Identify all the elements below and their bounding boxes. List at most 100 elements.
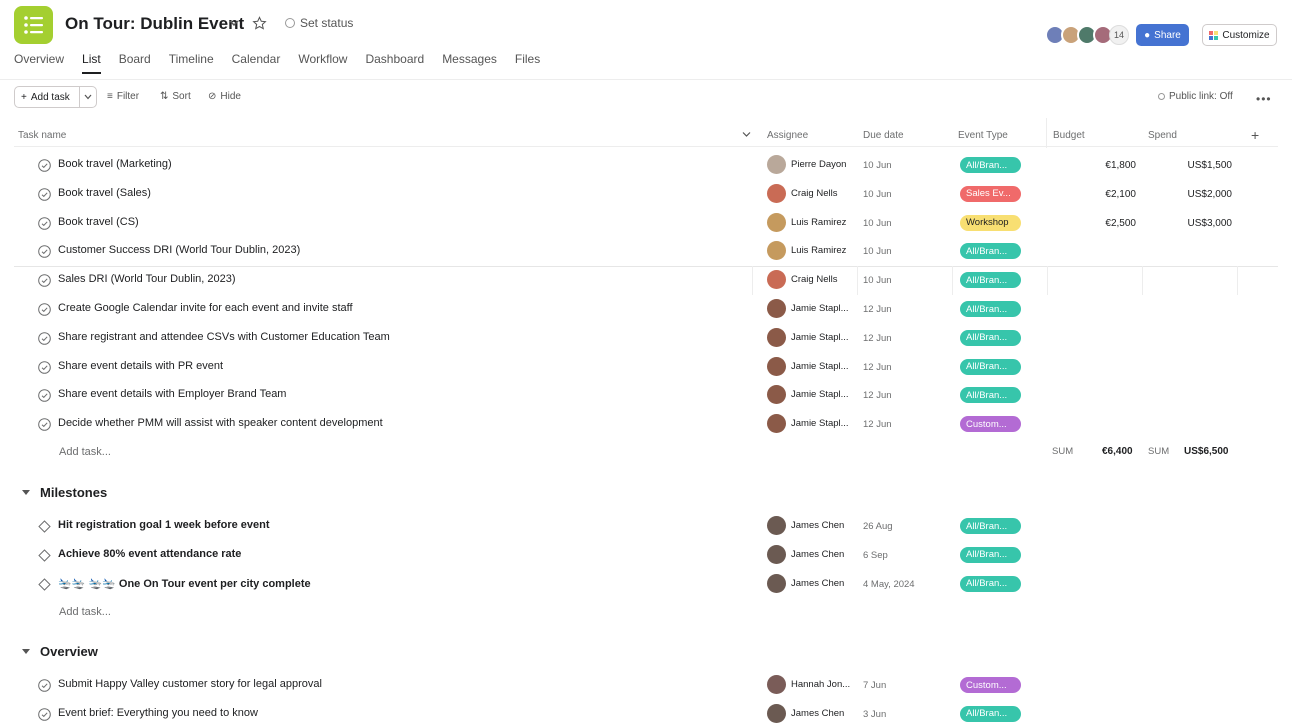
tab-list[interactable]: List	[82, 52, 101, 74]
tab-timeline[interactable]: Timeline	[168, 52, 214, 66]
tab-dashboard[interactable]: Dashboard	[365, 52, 425, 66]
task-name[interactable]: Achieve 80% event attendance rate	[58, 548, 241, 560]
task-row[interactable]: Sales DRI (World Tour Dublin, 2023) Craig…	[14, 266, 1278, 296]
complete-check-icon[interactable]	[38, 187, 51, 201]
tab-calendar[interactable]: Calendar	[231, 52, 281, 66]
task-name[interactable]: Share event details with PR event	[58, 360, 223, 372]
event-type-pill[interactable]: All/Bran...	[960, 329, 1021, 346]
task-row[interactable]: Submit Happy Valley customer story for l…	[14, 671, 1278, 700]
event-type-pill[interactable]: All/Bran...	[960, 546, 1021, 563]
filter-button[interactable]: ≡ Filter	[107, 91, 139, 102]
due-date[interactable]: 4 May, 2024	[863, 578, 915, 590]
milestone-row[interactable]: Achieve 80% event attendance rate James C…	[14, 541, 1278, 570]
due-date[interactable]: 10 Jun	[863, 275, 892, 287]
customize-button[interactable]: Customize	[1202, 24, 1277, 46]
section-overview[interactable]: Overview	[22, 644, 98, 659]
task-name[interactable]: Decide whether PMM will assist with spea…	[58, 417, 383, 429]
event-type-pill[interactable]: All/Bran...	[960, 575, 1021, 592]
task-row[interactable]: Share registrant and attendee CSVs with …	[14, 324, 1278, 353]
assignee-cell[interactable]: Jamie Stapl...	[767, 356, 849, 376]
assignee-cell[interactable]: Jamie Stapl...	[767, 299, 849, 318]
sort-button[interactable]: ⇅ Sort	[160, 91, 191, 102]
complete-check-icon[interactable]	[38, 331, 51, 345]
complete-check-icon[interactable]	[38, 303, 51, 316]
event-type-pill[interactable]: All/Bran...	[960, 157, 1021, 173]
event-type-pill[interactable]: All/Bran...	[960, 358, 1021, 375]
add-task-button[interactable]: + Add task	[14, 86, 97, 108]
complete-check-icon[interactable]	[38, 679, 51, 692]
budget-cell[interactable]: €2,500	[1105, 217, 1136, 229]
task-row[interactable]: Event brief: Everything you need to know…	[14, 700, 1278, 728]
tab-overview[interactable]: Overview	[14, 52, 65, 66]
project-title[interactable]: On Tour: Dublin Event	[65, 14, 245, 33]
task-name[interactable]: Share registrant and attendee CSVs with …	[58, 331, 390, 343]
task-row[interactable]: Customer Success DRI (World Tour Dublin,…	[14, 237, 1278, 266]
due-date[interactable]: 12 Jun	[863, 390, 892, 402]
assignee-cell[interactable]: Luis Ramirez	[767, 241, 846, 261]
task-name[interactable]: Hit registration goal 1 week before even…	[58, 519, 270, 531]
task-name[interactable]: Customer Success DRI (World Tour Dublin,…	[58, 244, 300, 256]
chevron-down-icon[interactable]	[742, 131, 751, 138]
event-type-pill[interactable]: All/Bran...	[960, 518, 1021, 534]
complete-check-icon[interactable]	[38, 216, 51, 230]
assignee-cell[interactable]: James Chen	[767, 516, 844, 535]
assignee-cell[interactable]: Luis Ramirez	[767, 212, 846, 232]
assignee-cell[interactable]: Jamie Stapl...	[767, 414, 849, 434]
task-row[interactable]: Book travel (Sales) Craig Nells 10 Jun Sale…	[14, 180, 1278, 209]
task-row[interactable]: Book travel (CS) Luis Ramirez 10 Jun Worksh…	[14, 209, 1278, 238]
star-icon[interactable]	[252, 16, 267, 31]
assignee-cell[interactable]: Jamie Stapl...	[767, 327, 849, 347]
due-date[interactable]: 6 Sep	[863, 549, 888, 561]
due-date[interactable]: 26 Aug	[863, 521, 893, 532]
add-task-row[interactable]: Add task...	[59, 606, 111, 618]
due-date[interactable]: 12 Jun	[863, 361, 892, 373]
task-row[interactable]: Share event details with PR event Jamie S…	[14, 353, 1278, 382]
event-type-pill[interactable]: Workshop	[960, 214, 1021, 231]
due-date[interactable]: 10 Jun	[863, 160, 892, 171]
task-name[interactable]: Submit Happy Valley customer story for l…	[58, 678, 322, 690]
assignee-cell[interactable]: Jamie Stapl...	[767, 385, 849, 405]
task-name[interactable]: Event brief: Everything you need to know	[58, 707, 258, 719]
budget-cell[interactable]: €1,800	[1105, 160, 1136, 171]
spend-cell[interactable]: US$1,500	[1187, 160, 1232, 171]
event-type-pill[interactable]: All/Bran...	[960, 705, 1021, 722]
milestone-diamond-icon[interactable]	[38, 549, 51, 562]
column-assignee[interactable]: Assignee	[767, 129, 809, 141]
complete-check-icon[interactable]	[38, 707, 51, 721]
due-date[interactable]: 7 Jun	[863, 680, 887, 691]
due-date[interactable]: 12 Jun	[863, 419, 892, 431]
add-task-row[interactable]: Add task...	[59, 446, 111, 458]
spend-cell[interactable]: US$2,000	[1187, 188, 1232, 200]
section-milestones[interactable]: Milestones	[22, 485, 107, 500]
task-row[interactable]: Share event details with Employer Brand …	[14, 381, 1278, 410]
complete-check-icon[interactable]	[38, 274, 51, 287]
task-row[interactable]: Decide whether PMM will assist with spea…	[14, 410, 1278, 439]
column-spend[interactable]: Spend	[1148, 129, 1177, 141]
assignee-cell[interactable]: Pierre Dayon	[767, 155, 846, 174]
task-name[interactable]: Book travel (Sales)	[58, 187, 151, 199]
complete-check-icon[interactable]	[38, 360, 51, 374]
share-button[interactable]: ● Share	[1136, 24, 1189, 46]
assignee-cell[interactable]: James Chen	[767, 573, 844, 593]
add-column-icon[interactable]: +	[1251, 127, 1260, 143]
task-row[interactable]: Book travel (Marketing) Pierre Dayon 10 Ju…	[14, 151, 1278, 180]
assignee-cell[interactable]: Craig Nells	[767, 183, 837, 203]
milestone-diamond-icon[interactable]	[38, 577, 51, 591]
task-name[interactable]: Share event details with Employer Brand …	[58, 388, 286, 400]
triangle-down-icon[interactable]	[22, 490, 30, 495]
assignee-cell[interactable]: Hannah Jon...	[767, 675, 850, 694]
task-name[interactable]: Book travel (Marketing)	[58, 158, 172, 170]
task-name[interactable]: Create Google Calendar invite for each e…	[58, 302, 353, 314]
complete-check-icon[interactable]	[38, 389, 51, 403]
column-task-name[interactable]: Task name	[18, 129, 67, 141]
complete-check-icon[interactable]	[38, 245, 51, 259]
due-date[interactable]: 12 Jun	[863, 332, 892, 344]
due-date[interactable]: 10 Jun	[863, 246, 892, 258]
tab-board[interactable]: Board	[118, 52, 151, 66]
task-row[interactable]: Create Google Calendar invite for each e…	[14, 295, 1278, 324]
assignee-cell[interactable]: James Chen	[767, 703, 844, 723]
task-name[interactable]: 🛬🛬 🛬🛬 One On Tour event per city complet…	[58, 577, 311, 590]
spend-cell[interactable]: US$3,000	[1187, 217, 1232, 229]
member-avatars[interactable]: 14	[1045, 25, 1129, 45]
more-options-icon[interactable]: •••	[1256, 92, 1272, 106]
